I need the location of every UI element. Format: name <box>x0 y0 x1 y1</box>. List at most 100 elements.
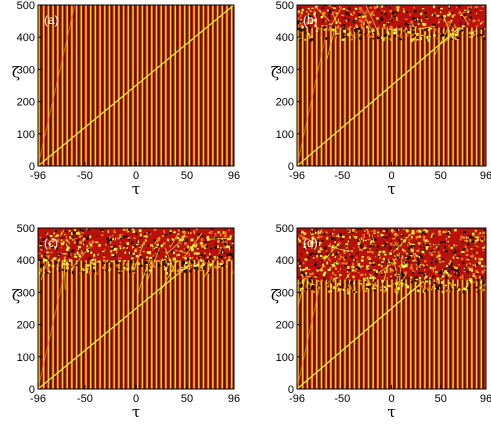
noise-speck <box>138 246 142 248</box>
noise-speck <box>119 237 122 239</box>
noise-speck <box>229 246 233 249</box>
noise-speck <box>312 251 314 255</box>
noise-speck <box>405 258 409 261</box>
noise-speck <box>149 263 151 267</box>
noise-speck <box>343 33 346 35</box>
noise-speck <box>300 28 304 32</box>
noise-speck <box>133 237 136 240</box>
noise-speck <box>401 282 404 285</box>
noise-speck <box>374 282 376 285</box>
noise-speck <box>130 260 133 263</box>
noise-speck <box>317 286 321 289</box>
noise-speck <box>186 245 190 249</box>
noise-speck <box>362 287 364 290</box>
noise-speck <box>479 259 482 261</box>
noise-speck <box>317 285 321 287</box>
noise-speck <box>324 12 326 15</box>
pulse-stripe <box>353 27 356 166</box>
pulse-stripe <box>311 279 313 389</box>
noise-speck <box>352 262 354 266</box>
noise-speck <box>450 267 454 270</box>
noise-speck <box>159 243 161 246</box>
pulse-stripe <box>66 5 68 166</box>
noise-speck <box>46 236 50 239</box>
noise-speck <box>394 233 397 235</box>
noise-streak <box>378 263 392 273</box>
noise-speck <box>157 251 160 254</box>
x-tick-label: 96 <box>480 170 491 182</box>
noise-speck <box>422 235 426 239</box>
noise-speck <box>161 257 164 260</box>
noise-speck <box>70 253 72 257</box>
pulse-stripe <box>363 27 365 166</box>
noise-speck <box>327 287 330 290</box>
noise-speck <box>435 260 438 263</box>
noise-speck <box>227 258 231 262</box>
noise-speck <box>327 9 330 12</box>
noise-speck <box>166 262 170 266</box>
noise-speck <box>389 233 391 237</box>
noise-speck <box>371 287 375 289</box>
noise-speck <box>203 266 205 268</box>
dark-stripe <box>468 27 470 166</box>
noise-speck <box>315 22 317 24</box>
pulse-stripe <box>226 260 228 389</box>
noise-speck <box>224 242 227 246</box>
y-tick-label: 400 <box>17 255 35 267</box>
noise-speck <box>84 249 87 252</box>
noise-speck <box>366 265 369 268</box>
noise-speck <box>424 229 427 232</box>
noise-speck <box>314 276 318 278</box>
dark-stripe <box>379 27 381 166</box>
noise-speck <box>336 290 339 293</box>
noise-speck <box>423 242 425 245</box>
noise-speck <box>414 253 417 255</box>
x-tick-label: 50 <box>435 393 447 405</box>
noise-speck <box>303 243 306 246</box>
noise-speck <box>183 232 186 235</box>
dark-stripe <box>190 260 193 389</box>
noise-speck <box>394 35 397 37</box>
dark-stripe <box>435 279 437 389</box>
dark-stripe <box>167 260 169 389</box>
noise-speck <box>352 235 355 237</box>
dark-stripe <box>153 260 155 389</box>
noise-speck <box>450 283 453 286</box>
noise-speck <box>165 271 169 275</box>
noise-speck <box>81 231 84 234</box>
noise-speck <box>460 14 463 16</box>
noise-streak <box>184 232 203 257</box>
noise-speck <box>317 245 319 247</box>
noise-speck <box>342 256 345 260</box>
noise-speck <box>196 263 199 267</box>
dark-stripe <box>106 260 108 389</box>
noise-speck <box>379 286 382 288</box>
noise-speck <box>451 15 454 18</box>
pulse-stripe <box>188 5 191 166</box>
noise-speck <box>364 279 367 281</box>
pulse-stripe <box>377 279 379 389</box>
pulse-stripe <box>57 260 59 389</box>
noise-speck <box>467 10 470 13</box>
noise-speck <box>340 243 342 245</box>
noise-speck <box>352 289 354 293</box>
noise-speck <box>55 240 59 243</box>
noise-speck <box>381 244 385 246</box>
noise-speck <box>454 26 457 29</box>
pulse-stripe <box>363 279 365 389</box>
noise-speck <box>430 245 432 248</box>
noise-speck <box>423 241 427 245</box>
pulse-stripe <box>155 260 158 389</box>
noise-speck <box>325 282 329 285</box>
noise-streak <box>174 249 189 255</box>
noise-speck <box>328 245 331 247</box>
noise-speck <box>438 20 440 24</box>
noise-speck <box>468 262 471 265</box>
noise-speck <box>431 251 435 253</box>
noise-speck <box>183 261 186 263</box>
noise-speck <box>380 5 384 8</box>
noise-speck <box>340 238 342 240</box>
noise-speck <box>397 274 401 277</box>
dark-stripe <box>459 27 461 166</box>
noise-speck <box>433 251 436 253</box>
